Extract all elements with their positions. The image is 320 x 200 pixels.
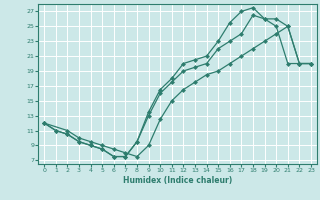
X-axis label: Humidex (Indice chaleur): Humidex (Indice chaleur) bbox=[123, 176, 232, 185]
